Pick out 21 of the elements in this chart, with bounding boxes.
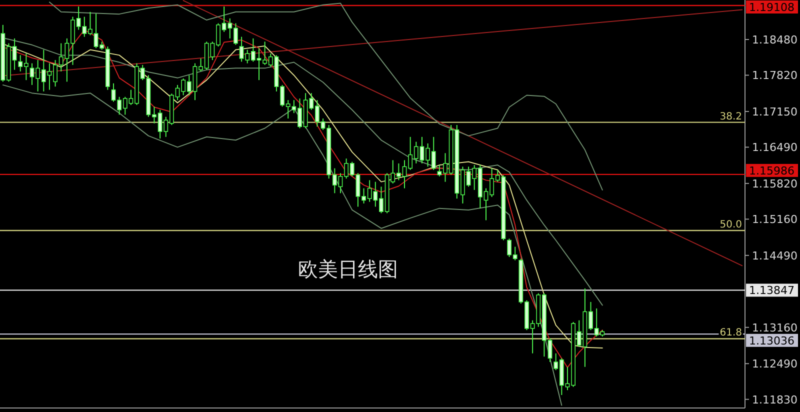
y-tick-label: 1.12490 (752, 358, 798, 371)
y-tick-label: 1.16490 (752, 141, 798, 154)
annotation: 61.8 (720, 328, 742, 339)
ref-line-label: 1.13036 (749, 334, 794, 348)
y-tick-label: 1.13160 (752, 321, 798, 334)
ref-line-label: 1.15986 (749, 164, 794, 178)
y-tick-label: 1.17820 (752, 69, 798, 82)
y-tick-label: 1.15160 (752, 213, 798, 226)
annotation: 50.0 (720, 220, 742, 231)
y-tick-label: 1.17150 (752, 105, 798, 118)
y-tick-label: 1.14490 (752, 249, 798, 262)
text: 欧美日线图 (298, 257, 398, 281)
ref-line-label: 1.19108 (749, 1, 794, 14)
y-tick-label: 1.15820 (752, 177, 798, 190)
y-tick-label: 1.18480 (752, 34, 798, 46)
line-series (2, 37, 603, 306)
line-series (48, 2, 603, 190)
line-series (2, 84, 562, 406)
y-tick-label: 1.11830 (752, 393, 798, 406)
ref-line-label: 1.13847 (749, 284, 794, 298)
annotation: 38.2 (720, 111, 742, 122)
